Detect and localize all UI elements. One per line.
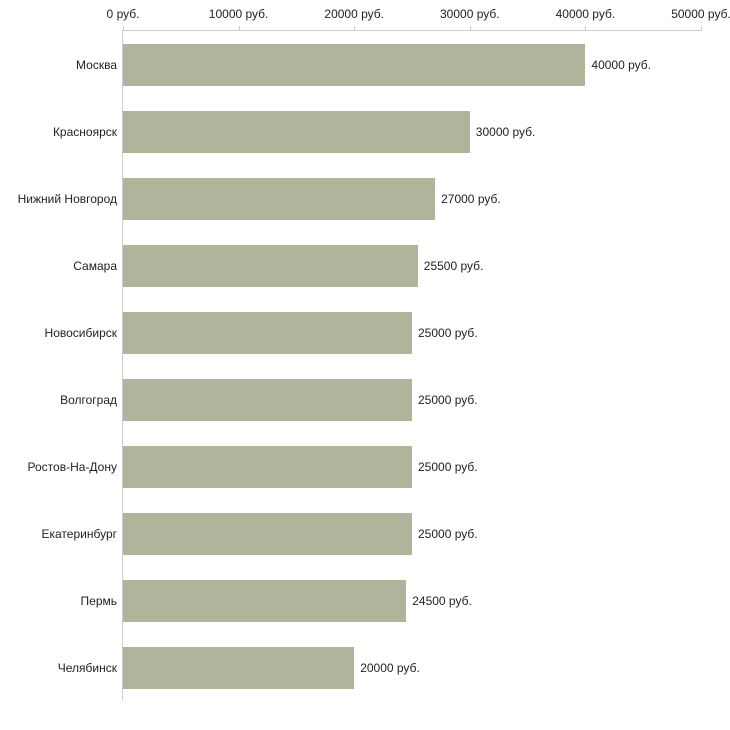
value-label: 25500 руб.	[423, 258, 484, 273]
bar-row: Москва 40000 руб.	[76, 31, 701, 98]
bar	[123, 110, 470, 153]
x-tick-label: 10000 руб.	[208, 7, 269, 21]
category-label: Екатеринбург	[41, 526, 118, 541]
value-label: 25000 руб.	[418, 392, 478, 407]
bar	[123, 43, 586, 86]
x-tick-mark	[469, 26, 471, 31]
category-label: Красноярск	[52, 124, 117, 139]
value-label: 25000 руб.	[418, 459, 478, 474]
bar	[123, 177, 436, 220]
category-label: Ростов-На-Дону	[27, 459, 117, 474]
bar-row: Пермь 24500 руб.	[81, 567, 701, 634]
bar	[123, 311, 412, 354]
bar-row: Волгоград 25000 руб.	[60, 366, 701, 433]
bar	[123, 512, 412, 555]
category-label: Волгоград	[60, 392, 117, 407]
x-tick-label: 40000 руб.	[555, 7, 616, 21]
x-tick-mark	[123, 26, 124, 31]
bar	[123, 378, 412, 421]
value-label: 30000 руб.	[475, 124, 536, 139]
x-tick-label: 20000 руб.	[324, 7, 384, 21]
x-tick-mark	[585, 26, 587, 31]
bar	[123, 579, 407, 622]
bar	[123, 244, 418, 287]
bar-row: Новосибирск 25000 руб.	[45, 299, 701, 366]
value-label: 25000 руб.	[418, 526, 478, 541]
bar-row: Екатеринбург 25000 руб.	[42, 500, 701, 567]
value-label: 25000 руб.	[418, 325, 478, 340]
x-tick-mark	[354, 26, 356, 31]
bar-row: Самара 25500 руб.	[73, 232, 701, 299]
category-label: Пермь	[80, 593, 117, 608]
value-label: 20000 руб.	[360, 660, 420, 675]
category-label: Москва	[76, 57, 117, 72]
plot-area: 0 руб. 10000 руб. 20000 руб. 30000 руб. 4000…	[18, 7, 730, 701]
bar	[123, 646, 355, 689]
bar-row: Ростов-На-Дону 25000 руб.	[28, 433, 701, 500]
x-tick-label: 0 руб.	[106, 7, 140, 21]
category-label: Челябинск	[57, 660, 117, 675]
value-label: 40000 руб.	[591, 57, 651, 72]
bar-row: Нижний Новгород 27000 руб.	[18, 165, 701, 232]
value-label: 27000 руб.	[441, 191, 501, 206]
bar-row: Красноярск 30000 руб.	[53, 98, 701, 165]
bar	[123, 445, 412, 488]
category-label: Нижний Новгород	[17, 191, 117, 206]
rows: Москва 40000 руб. Красноярск 30000 руб. Нижн…	[18, 31, 701, 701]
category-label: Самара	[73, 258, 117, 273]
x-tick-mark	[701, 26, 702, 31]
category-label: Новосибирск	[44, 325, 117, 340]
x-tick-mark	[238, 26, 240, 31]
x-tick-label: 50000 руб.	[671, 7, 730, 21]
value-label: 24500 руб.	[412, 593, 472, 608]
bar-row: Челябинск 20000 руб.	[58, 634, 701, 701]
x-tick-label: 30000 руб.	[440, 7, 500, 21]
